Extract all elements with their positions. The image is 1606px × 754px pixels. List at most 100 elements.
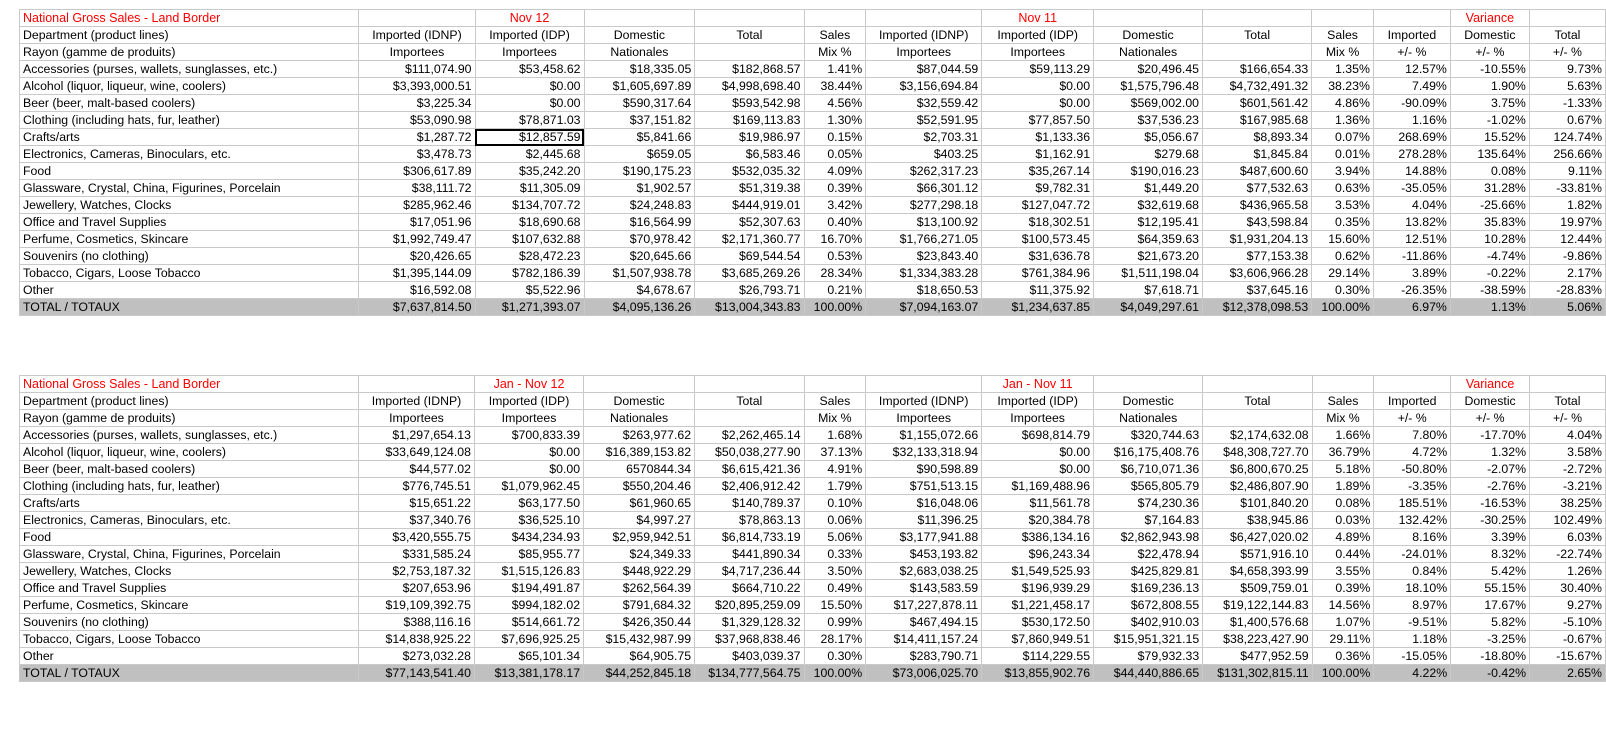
cell-current-sales-mix[interactable]: 1.30% (803, 111, 867, 129)
cell-current-imported-idp[interactable]: $78,871.03 (474, 111, 585, 129)
table-row[interactable]: Perfume, Cosmetics, Skincare $1,992,749.4… (18, 230, 1606, 248)
cell-current-imported-idnp[interactable]: $14,838,925.22 (358, 630, 475, 648)
cell-prior-domestic[interactable]: $1,511,198.04 (1093, 264, 1203, 282)
cell-current-imported-idnp[interactable]: $111,074.90 (358, 60, 476, 78)
cell-department-name[interactable]: Souvenirs (no clothing) (18, 247, 360, 265)
cell-current-total[interactable]: $50,038,277.90 (694, 443, 805, 461)
cell-prior-imported-idnp[interactable]: $2,703.31 (865, 128, 983, 146)
cell-variance-imported[interactable]: 13.82% (1372, 213, 1451, 231)
cell-variance-imported[interactable]: 132.42% (1373, 511, 1452, 529)
cell-variance-total[interactable]: -2.72% (1529, 460, 1606, 478)
cell-prior-total[interactable]: $77,153.38 (1201, 247, 1313, 265)
cell-current-sales-mix[interactable]: 0.53% (803, 247, 867, 265)
cell-current-sales-mix[interactable]: 0.40% (803, 213, 867, 231)
cell-prior-imported-idnp[interactable]: $403.25 (865, 145, 983, 163)
cell-department-name[interactable]: Perfume, Cosmetics, Skincare (18, 230, 360, 248)
cell-variance-domestic[interactable]: 0.08% (1449, 162, 1530, 180)
cell-prior-imported-idp[interactable]: $0.00 (981, 77, 1095, 95)
cell-prior-sales-mix[interactable]: 0.44% (1311, 545, 1375, 563)
cell-prior-total[interactable]: $8,893.34 (1201, 128, 1313, 146)
cell-current-sales-mix[interactable]: 4.09% (803, 162, 867, 180)
cell-prior-total[interactable]: $167,985.68 (1201, 111, 1313, 129)
cell-prior-total[interactable]: $3,606,966.28 (1201, 264, 1313, 282)
cell-variance-imported[interactable]: 7.80% (1373, 426, 1452, 444)
cell-variance-imported[interactable]: 18.10% (1373, 579, 1452, 597)
table-row[interactable]: Electronics, Cameras, Binoculars, etc. $3… (18, 511, 1606, 529)
cell-prior-sales-mix[interactable]: 0.39% (1311, 579, 1375, 597)
cell-current-total[interactable]: $1,329,128.32 (694, 613, 805, 631)
cell-current-sales-mix[interactable]: 0.39% (803, 179, 867, 197)
cell-variance-imported[interactable]: 278.28% (1372, 145, 1451, 163)
cell-variance-imported[interactable]: 4.04% (1372, 196, 1451, 214)
cell-variance-imported[interactable]: 8.97% (1373, 596, 1452, 614)
cell-variance-total[interactable]: -22.74% (1529, 545, 1606, 563)
cell-variance-domestic[interactable]: 35.83% (1449, 213, 1530, 231)
cell-prior-imported-idnp[interactable]: $1,155,072.66 (865, 426, 983, 444)
table-row[interactable]: Crafts/arts $15,651.22 $63,177.50 $61,960.6… (18, 494, 1606, 512)
cell-prior-sales-mix[interactable]: 3.55% (1311, 562, 1375, 580)
cell-current-domestic[interactable]: $15,432,987.99 (583, 630, 696, 648)
total-cell-variance-imported[interactable]: 4.22% (1373, 664, 1452, 682)
cell-prior-imported-idnp[interactable]: $1,334,383.28 (865, 264, 983, 282)
cell-prior-imported-idnp[interactable]: $3,177,941.88 (865, 528, 983, 546)
cell-current-domestic[interactable]: $24,349.33 (583, 545, 696, 563)
cell-department-name[interactable]: Alcohol (liquor, liqueur, wine, coolers) (18, 77, 360, 95)
cell-prior-total[interactable]: $43,598.84 (1201, 213, 1313, 231)
cell-prior-domestic[interactable]: $64,359.63 (1093, 230, 1203, 248)
cell-prior-imported-idp[interactable]: $11,375.92 (981, 281, 1095, 299)
cell-prior-total[interactable]: $166,654.33 (1201, 60, 1313, 78)
cell-current-total[interactable]: $4,998,698.40 (694, 77, 805, 95)
cell-department-name[interactable]: Beer (beer, malt-based coolers) (18, 94, 360, 112)
cell-current-domestic[interactable]: $550,204.46 (583, 477, 696, 495)
cell-prior-total[interactable]: $1,845.84 (1201, 145, 1313, 163)
cell-variance-total[interactable]: -33.81% (1528, 179, 1606, 197)
cell-prior-imported-idnp[interactable]: $16,048.06 (865, 494, 983, 512)
cell-current-domestic[interactable]: $16,389,153.82 (583, 443, 696, 461)
table-row[interactable]: Accessories (purses, wallets, sunglasses… (18, 60, 1606, 78)
cell-prior-imported-idnp[interactable]: $143,583.59 (865, 579, 983, 597)
cell-variance-domestic[interactable]: -25.66% (1449, 196, 1530, 214)
cell-variance-domestic[interactable]: -2.07% (1450, 460, 1531, 478)
cell-prior-domestic[interactable]: $2,862,943.98 (1093, 528, 1204, 546)
cell-prior-imported-idp[interactable]: $31,636.78 (981, 247, 1095, 265)
cell-current-sales-mix[interactable]: 15.50% (803, 596, 867, 614)
cell-prior-total[interactable]: $48,308,727.70 (1202, 443, 1313, 461)
cell-prior-imported-idp[interactable]: $386,134.16 (981, 528, 1095, 546)
cell-variance-total[interactable]: -1.33% (1528, 94, 1606, 112)
cell-current-total[interactable]: $52,307.63 (694, 213, 805, 231)
table-row[interactable]: Glassware, Crystal, China, Figurines, Po… (18, 545, 1606, 563)
cell-current-total[interactable]: $532,035.32 (694, 162, 805, 180)
cell-variance-domestic[interactable]: 17.67% (1450, 596, 1531, 614)
cell-prior-sales-mix[interactable]: 0.36% (1311, 647, 1375, 665)
cell-prior-domestic[interactable]: $15,951,321.15 (1093, 630, 1204, 648)
cell-prior-total[interactable]: $487,600.60 (1201, 162, 1313, 180)
cell-variance-imported[interactable]: -50.80% (1373, 460, 1452, 478)
cell-current-imported-idnp[interactable]: $3,225.34 (358, 94, 476, 112)
cell-current-total[interactable]: $6,814,733.19 (694, 528, 805, 546)
total-cell-prior-domestic[interactable]: $4,049,297.61 (1093, 298, 1203, 316)
cell-current-imported-idnp[interactable]: $3,420,555.75 (358, 528, 475, 546)
table-row[interactable]: Food $306,617.89 $35,242.20 $190,175.23 $532… (18, 162, 1606, 180)
cell-current-imported-idnp[interactable]: $1,297,654.13 (358, 426, 475, 444)
total-cell-variance-total[interactable]: 5.06% (1528, 298, 1606, 316)
cell-variance-imported[interactable]: -11.86% (1372, 247, 1451, 265)
table-row[interactable]: Tobacco, Cigars, Loose Tobacco $14,838,92… (18, 630, 1606, 648)
cell-current-imported-idp[interactable]: $7,696,925.25 (473, 630, 585, 648)
table-row[interactable]: Accessories (purses, wallets, sunglasses… (18, 426, 1606, 444)
cell-variance-domestic[interactable]: 31.28% (1449, 179, 1530, 197)
cell-prior-sales-mix[interactable]: 0.35% (1311, 213, 1374, 231)
table-row[interactable]: Souvenirs (no clothing) $388,116.16 $514,6… (18, 613, 1606, 631)
total-cell-prior-total[interactable]: $12,378,098.53 (1201, 298, 1313, 316)
cell-current-imported-idnp[interactable]: $2,753,187.32 (358, 562, 475, 580)
cell-variance-total[interactable]: 9.27% (1529, 596, 1606, 614)
total-cell-prior-imported-idp[interactable]: $1,234,637.85 (981, 298, 1095, 316)
cell-variance-domestic[interactable]: 8.32% (1450, 545, 1531, 563)
cell-variance-total[interactable]: 1.82% (1528, 196, 1606, 214)
cell-prior-sales-mix[interactable]: 1.66% (1311, 426, 1375, 444)
cell-prior-domestic[interactable]: $22,478.94 (1093, 545, 1204, 563)
cell-current-imported-idp[interactable]: $782,186.39 (474, 264, 585, 282)
cell-variance-imported[interactable]: -15.05% (1373, 647, 1452, 665)
cell-current-imported-idnp[interactable]: $1,992,749.47 (358, 230, 476, 248)
cell-prior-total[interactable]: $601,561.42 (1201, 94, 1313, 112)
cell-current-domestic[interactable]: $1,507,938.78 (583, 264, 696, 282)
